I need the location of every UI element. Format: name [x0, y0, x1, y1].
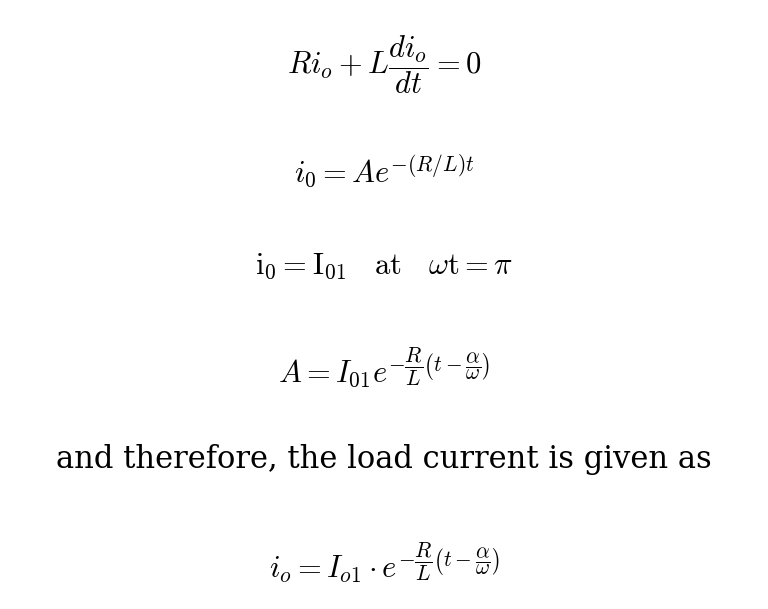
Text: and therefore, the load current is given as: and therefore, the load current is given… [56, 443, 712, 474]
Text: $Ri_{o} + L\dfrac{di_{o}}{dt} = 0$: $Ri_{o} + L\dfrac{di_{o}}{dt} = 0$ [286, 33, 482, 96]
Text: $A = I_{01}e^{-\dfrac{R}{L}\left(t - \dfrac{\alpha}{\omega}\right)}$: $A = I_{01}e^{-\dfrac{R}{L}\left(t - \df… [278, 346, 490, 390]
Text: $i_o = I_{o1} \cdot e^{-\dfrac{R}{L}\left(t - \dfrac{\alpha}{\omega}\right)}$: $i_o = I_{o1} \cdot e^{-\dfrac{R}{L}\lef… [269, 540, 499, 585]
Text: $\mathrm{i_0 = I_{01}}\quad\mathrm{at}\quad\mathrm{\omega t = \pi}$: $\mathrm{i_0 = I_{01}}\quad\mathrm{at}\q… [255, 250, 513, 281]
Text: $i_0 = Ae^{-(R/L)t}$: $i_0 = Ae^{-(R/L)t}$ [293, 152, 475, 190]
